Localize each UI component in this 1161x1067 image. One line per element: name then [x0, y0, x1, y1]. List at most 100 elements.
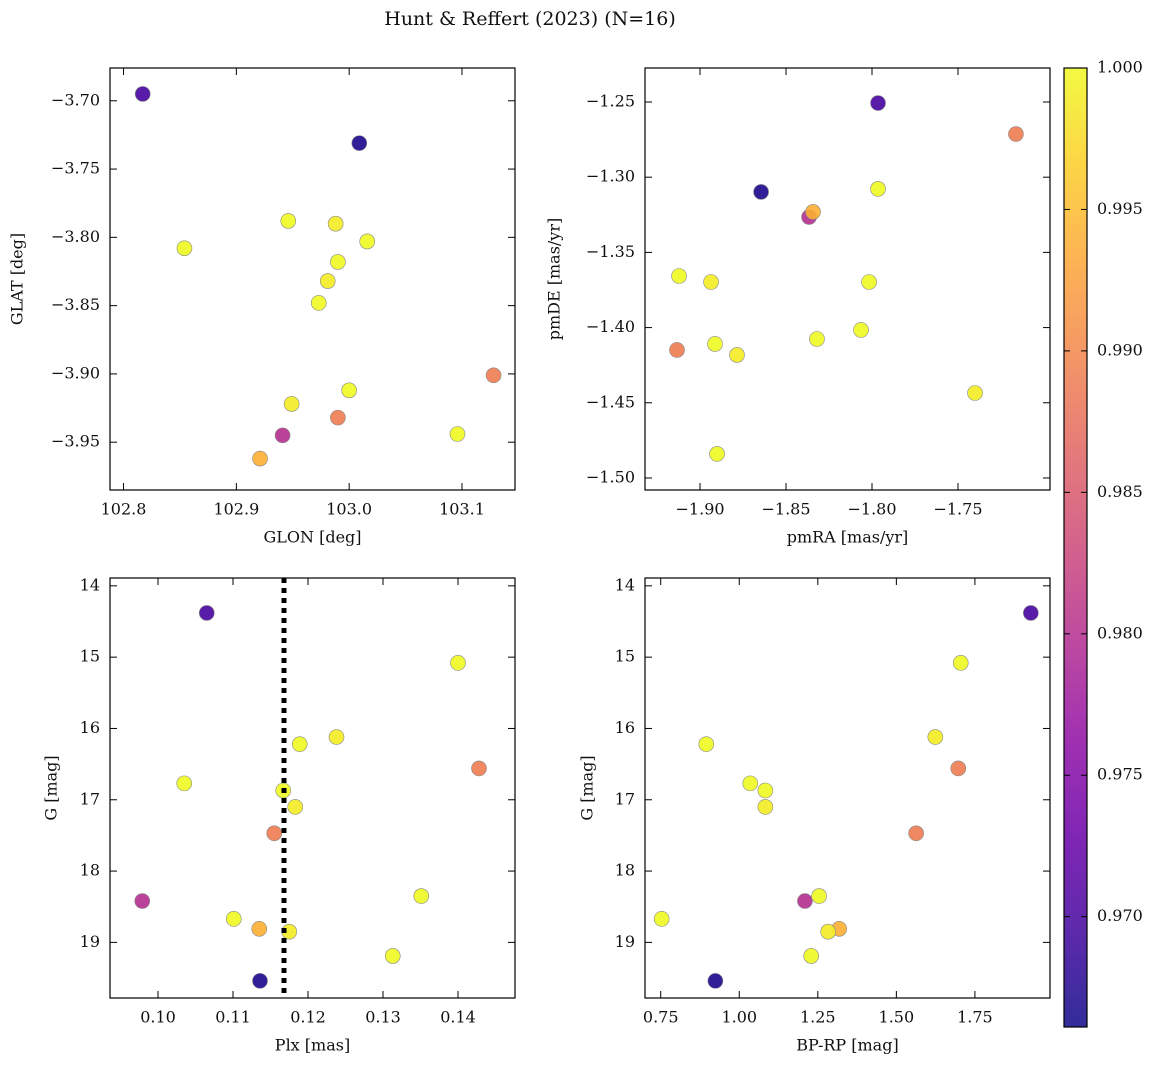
point [287, 799, 304, 815]
x-tick-label: 102.9 [213, 500, 259, 519]
colorbar-tick-label: 0.975 [1097, 765, 1143, 784]
point [330, 254, 346, 270]
point [908, 825, 924, 842]
point [252, 973, 268, 989]
y-tick-label: 15 [615, 647, 635, 666]
point [742, 775, 759, 792]
y-axis-label: pmDE [mas/yr] [545, 218, 564, 341]
point [709, 446, 725, 462]
point [485, 367, 502, 384]
colorbar-tick-label: 0.985 [1097, 482, 1143, 501]
y-tick-label: −3.85 [51, 295, 100, 314]
point [703, 274, 719, 290]
y-tick-label: 14 [615, 575, 635, 594]
point [1023, 605, 1039, 621]
point [280, 213, 297, 229]
x-axis-label: pmRA [mas/yr] [787, 528, 909, 547]
x-tick-label: 0.75 [643, 1008, 679, 1027]
axes-frame [644, 577, 1051, 999]
x-tick-label: 1.00 [721, 1008, 757, 1027]
point [753, 184, 769, 200]
y-tick-label: −1.50 [586, 467, 635, 486]
point [757, 782, 774, 799]
y-tick-label: 16 [80, 718, 100, 737]
x-axis-label: GLON [deg] [263, 528, 361, 547]
point [328, 729, 345, 745]
point [176, 775, 193, 792]
y-tick-label: 18 [615, 861, 635, 880]
axes-frame [109, 577, 516, 999]
x-tick-label: 0.10 [140, 1008, 176, 1027]
point [809, 331, 825, 347]
point [707, 973, 724, 989]
y-tick-label: −3.80 [51, 227, 100, 246]
point [805, 204, 821, 220]
point [870, 95, 886, 111]
x-tick-label: 0.13 [365, 1008, 401, 1027]
point [450, 655, 466, 671]
x-tick-label: −1.80 [847, 500, 896, 519]
y-tick-label: −1.35 [586, 242, 635, 261]
point [853, 322, 869, 338]
point [225, 911, 242, 927]
point [729, 347, 745, 363]
colorbar-tick-label: 0.980 [1097, 623, 1143, 642]
point [861, 274, 877, 290]
point [653, 911, 670, 927]
point [283, 396, 300, 412]
x-tick-label: 1.75 [957, 1008, 993, 1027]
y-tick-label: −3.90 [51, 363, 100, 382]
y-tick-label: 19 [80, 932, 100, 951]
y-tick-label: 17 [615, 789, 635, 808]
y-tick-label: −3.75 [51, 159, 100, 178]
y-tick-label: −3.95 [51, 432, 100, 451]
point [251, 921, 268, 937]
point [803, 948, 820, 964]
x-axis-label: Plx [mas] [275, 1036, 350, 1055]
point [327, 215, 344, 232]
y-tick-label: 16 [615, 718, 635, 737]
figure-title: Hunt & Reffert (2023) (N=16) [384, 8, 676, 30]
point [134, 893, 151, 909]
point [274, 427, 291, 444]
x-tick-label: 103.0 [326, 500, 372, 519]
y-tick-label: 17 [80, 789, 100, 808]
colorbar-tick-label: 0.970 [1097, 906, 1143, 925]
x-tick-label: 1.25 [800, 1008, 836, 1027]
x-axis-label: BP-RP [mag] [796, 1036, 898, 1055]
point [797, 893, 813, 909]
point [707, 336, 723, 352]
y-axis-label: G [mag] [578, 755, 597, 820]
x-tick-label: 0.12 [290, 1008, 326, 1027]
point [198, 605, 215, 621]
point [341, 382, 357, 399]
colorbar-tick-label: 0.990 [1097, 340, 1143, 359]
point [413, 888, 430, 904]
y-tick-label: −1.25 [586, 91, 635, 110]
point [266, 825, 283, 842]
y-tick-label: −1.40 [586, 317, 635, 336]
x-tick-label: 0.14 [440, 1008, 476, 1027]
y-axis-label: G [mag] [42, 755, 61, 820]
point [757, 799, 774, 815]
x-tick-label: −1.75 [933, 500, 982, 519]
point [471, 760, 487, 777]
point [820, 923, 836, 940]
point [449, 426, 466, 442]
point [698, 736, 715, 752]
point [952, 655, 969, 671]
point [252, 450, 268, 467]
y-tick-label: 14 [80, 575, 100, 594]
colorbar-tick-label: 0.995 [1097, 199, 1143, 218]
point [384, 948, 401, 964]
x-tick-label: −1.85 [762, 500, 811, 519]
x-tick-label: 1.50 [879, 1008, 915, 1027]
point [176, 240, 193, 257]
point [134, 86, 151, 102]
y-tick-label: 18 [80, 861, 100, 880]
colorbar-tick-label: 1.000 [1097, 58, 1143, 77]
point [950, 760, 967, 777]
point [291, 736, 308, 752]
axes-frame [644, 67, 1051, 491]
